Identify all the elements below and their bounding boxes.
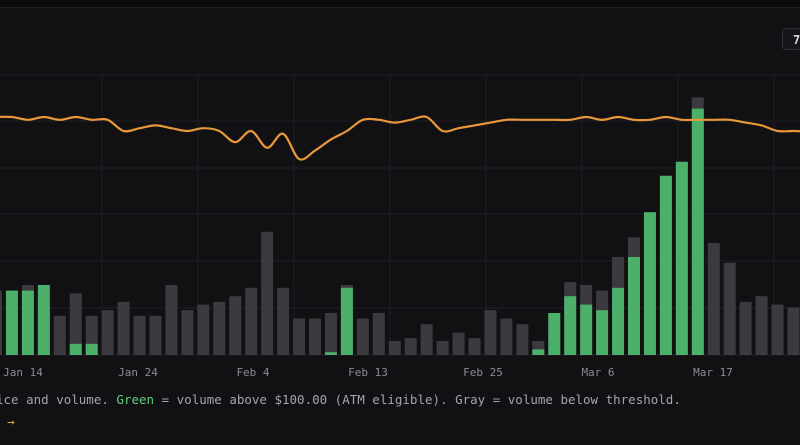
volume-bar (356, 318, 369, 355)
volume-bar (771, 304, 784, 355)
range-button[interactable]: 7 (782, 28, 800, 50)
volume-bar-above (69, 343, 82, 355)
volume-bar (53, 315, 66, 355)
x-tick-label: Jan 24 (118, 366, 158, 379)
volume-bar (213, 301, 226, 355)
x-tick-label: Jan 14 (3, 366, 43, 379)
volume-bar (69, 293, 82, 355)
volume-bar (0, 290, 2, 355)
volume-bar-above (643, 212, 656, 355)
volume-bar (452, 332, 465, 355)
caption-green-word: Green (116, 392, 155, 407)
volume-bar (372, 313, 385, 355)
volume-bar (404, 338, 417, 355)
caption-text-2: = volume above $100.00 (ATM eligible). G… (154, 392, 681, 407)
details-link[interactable]: t → (0, 414, 15, 429)
volume-bar (516, 324, 529, 355)
volume-bar (739, 301, 752, 355)
volume-bar (755, 296, 768, 355)
volume-bar (117, 301, 130, 355)
volume-bar (165, 285, 178, 355)
price-line (0, 115, 800, 161)
volume-bar (787, 307, 800, 355)
volume-bar (181, 310, 194, 355)
volume-bar (261, 231, 274, 355)
x-tick-label: Mar 17 (693, 366, 733, 379)
volume-bar (149, 315, 162, 355)
volume-bar (388, 341, 401, 355)
caption-text-1: ice and volume. (0, 392, 117, 407)
chart-caption: ice and volume. Green = volume above $10… (0, 392, 681, 407)
volume-bar-above (340, 287, 353, 355)
volume-bar-above (612, 287, 625, 355)
volume-bar-above (37, 285, 50, 355)
volume-bar-above (21, 290, 34, 355)
volume-bar (309, 318, 321, 355)
volume-bar-above (691, 108, 704, 355)
volume-bar (245, 287, 258, 355)
x-tick-label: Feb 25 (463, 366, 503, 379)
volume-bar-above (548, 313, 561, 355)
volume-bar-above (324, 352, 337, 355)
arrow-right-icon: → (7, 414, 15, 429)
volume-bar-above (564, 296, 577, 355)
volume-bar (324, 313, 337, 355)
x-tick-label: Feb 13 (348, 366, 388, 379)
volume-bar (133, 315, 146, 355)
volume-bar (484, 310, 497, 355)
x-tick-label: Mar 6 (581, 366, 614, 379)
volume-bar-above (659, 175, 672, 355)
volume-bar-above (580, 304, 593, 355)
volume-bar (468, 338, 481, 355)
volume-bar (723, 262, 736, 355)
volume-bar (277, 287, 290, 355)
volume-bar (420, 324, 433, 355)
volume-bar-above (532, 349, 545, 355)
top-bar (0, 0, 800, 8)
volume-bar-above (5, 290, 18, 355)
volume-bar (436, 341, 449, 355)
volume-bar (229, 296, 242, 355)
volume-bar (101, 310, 114, 355)
x-tick-label: Feb 4 (236, 366, 269, 379)
volume-bar (197, 304, 210, 355)
volume-bar-above (85, 343, 98, 355)
volume-bar (707, 243, 720, 355)
volume-bar-above (675, 161, 688, 355)
volume-bar (293, 318, 306, 355)
volume-bar-above (628, 257, 640, 355)
volume-bar (500, 318, 513, 355)
volume-bar-above (596, 310, 609, 355)
